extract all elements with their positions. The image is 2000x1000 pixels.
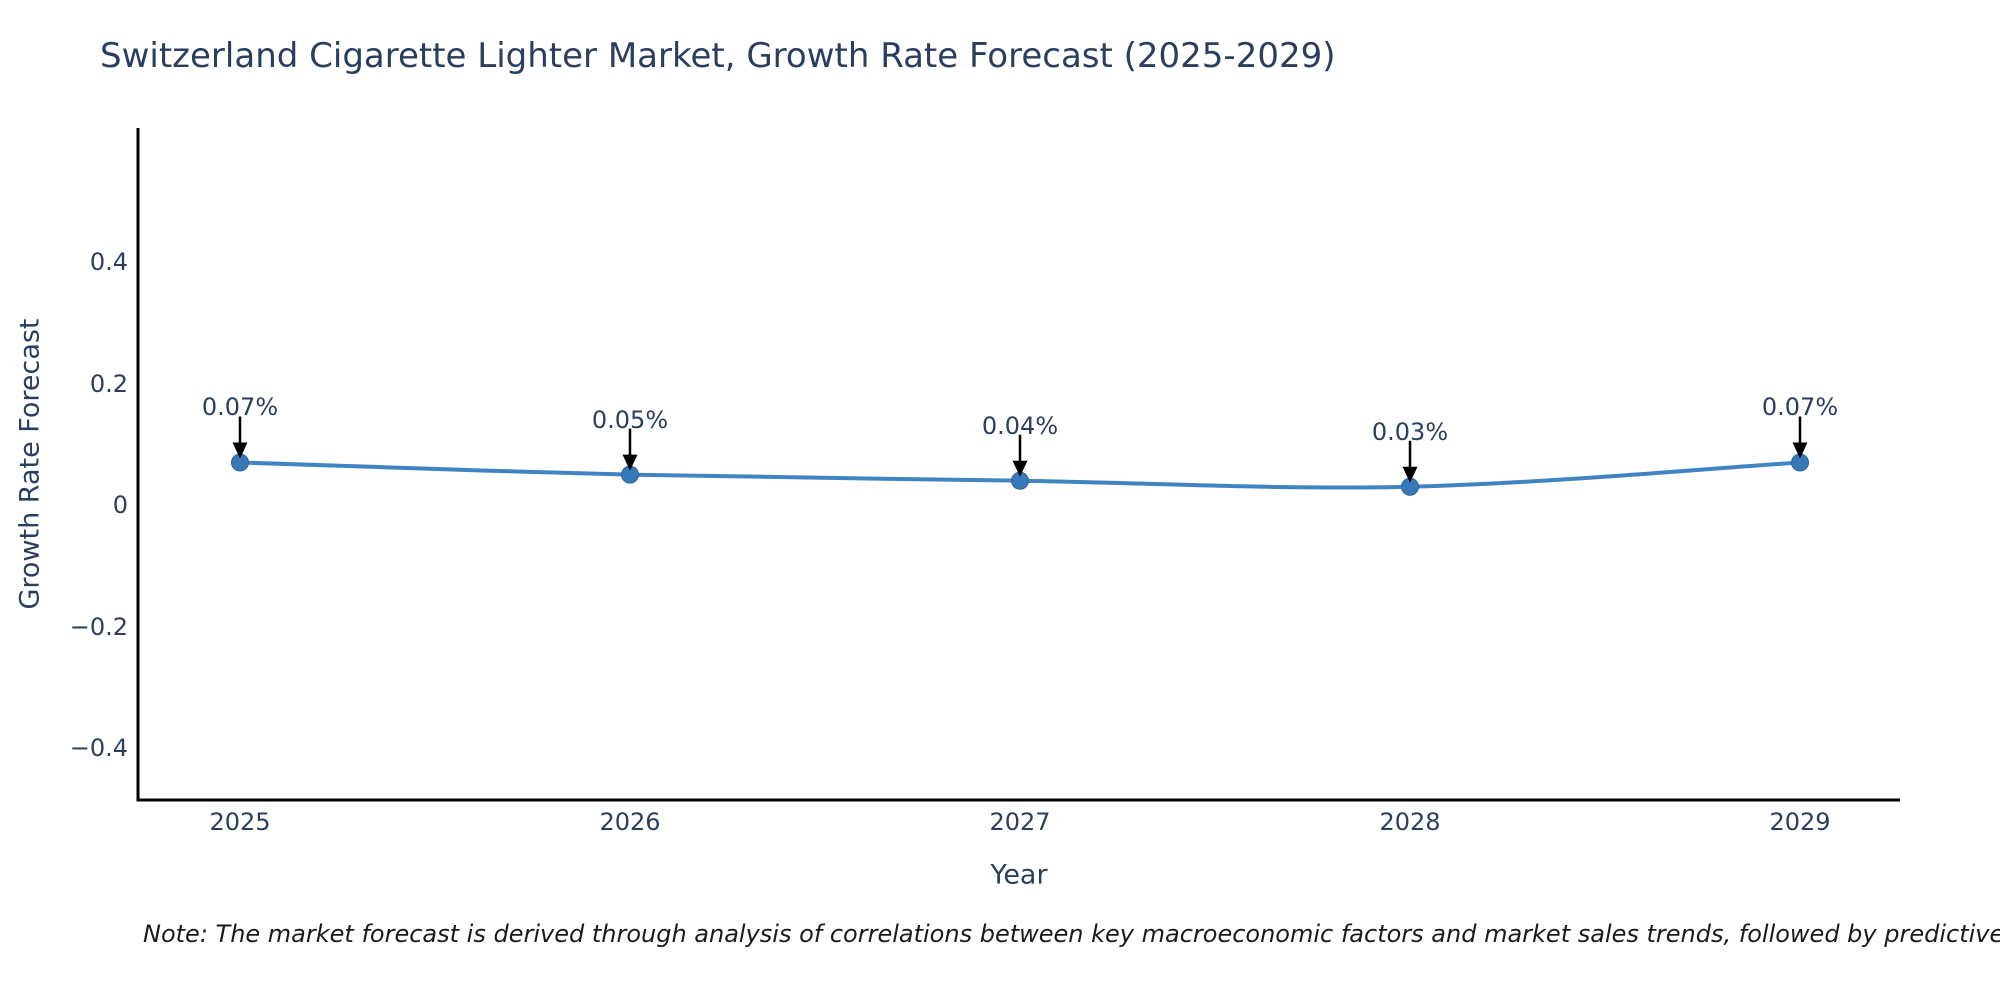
footnote: Note: The market forecast is derived thr… <box>143 920 2000 948</box>
x-tick-label: 2029 <box>1769 808 1831 836</box>
x-axis-title: Year <box>990 859 1048 891</box>
annotation-arrowhead-icon <box>1402 466 1418 483</box>
annotation-arrowhead-icon <box>232 442 248 459</box>
x-tick-label: 2026 <box>599 808 661 836</box>
y-tick-label: 0 <box>112 491 128 519</box>
point-annotation: 0.07% <box>201 393 279 422</box>
annotation-arrowhead-icon <box>1012 460 1028 477</box>
x-tick-label: 2027 <box>989 808 1051 836</box>
x-tick-label: 2028 <box>1379 808 1441 836</box>
annotation-arrowhead-icon <box>622 454 638 471</box>
y-tick-label: 0.2 <box>89 369 128 398</box>
y-tick-label: −0.4 <box>69 734 128 762</box>
chart-title: Switzerland Cigarette Lighter Market, Gr… <box>100 36 1336 76</box>
point-annotation: 0.03% <box>1371 417 1449 446</box>
y-axis-title: Growth Rate Forecast <box>14 318 46 610</box>
point-annotation: 0.07% <box>1761 393 1839 422</box>
point-annotation: 0.04% <box>981 411 1059 440</box>
x-tick-label: 2025 <box>209 808 271 836</box>
point-annotation: 0.05% <box>591 405 669 434</box>
y-tick-label: −0.2 <box>69 612 128 641</box>
annotation-arrowhead-icon <box>1792 442 1808 459</box>
y-tick-label: 0.4 <box>89 248 128 276</box>
